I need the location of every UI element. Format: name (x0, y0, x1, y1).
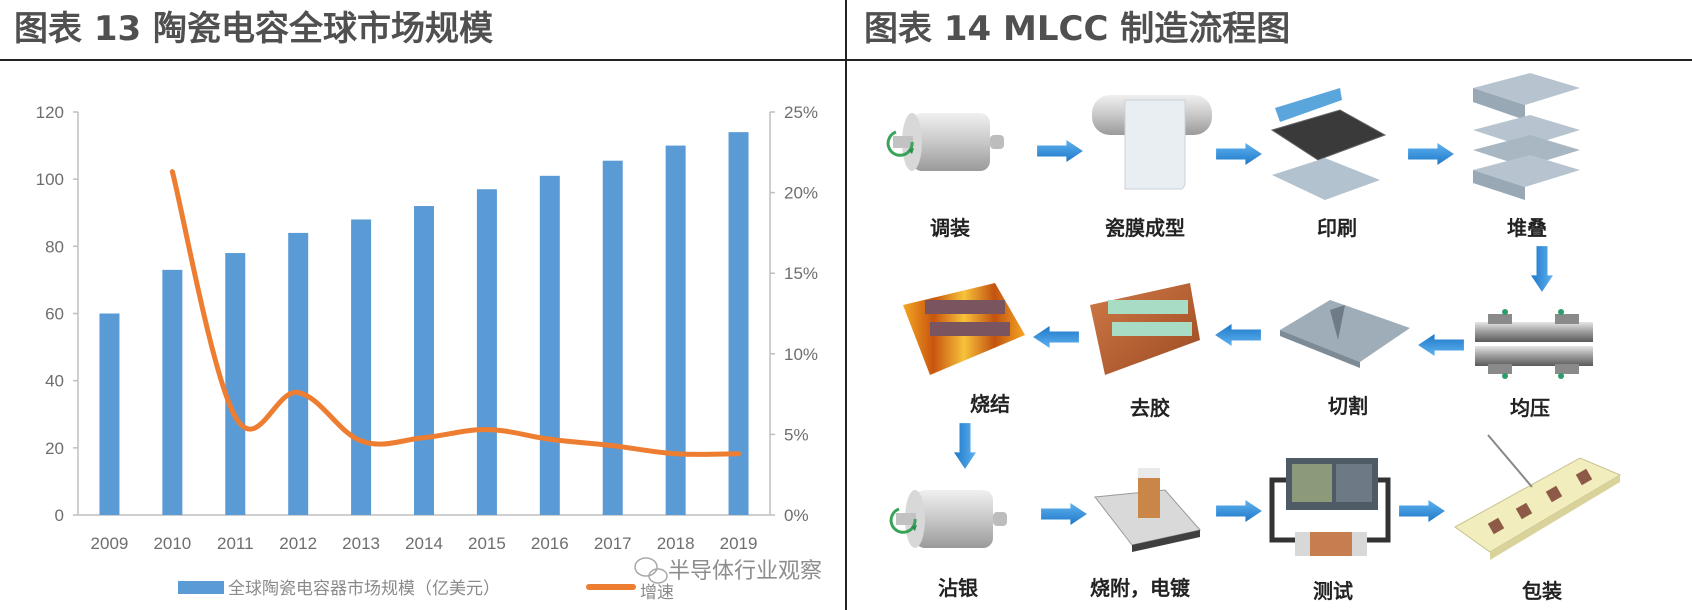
x-tick-label: 2018 (657, 534, 695, 553)
left-tick-label: 80 (45, 237, 64, 256)
bar (728, 132, 749, 515)
legend-line-label: 增速 (640, 583, 674, 603)
step-label: 烧附，电镀 (1090, 576, 1190, 600)
arrow-right-icon (1216, 143, 1262, 165)
market-size-chart: 0 20 40 60 80 100 120 0% 5% 10% 15% 20% 25% 2009 2010… (36, 103, 822, 603)
step-icon-debinding (1090, 283, 1200, 375)
right-tick-label: 25% (784, 103, 818, 122)
step-label: 切割 (1328, 394, 1368, 418)
chart-title: 图表 13 陶瓷电容全球市场规模 (14, 9, 493, 49)
step-label: 印刷 (1317, 216, 1357, 240)
wechat-icon (634, 557, 668, 584)
watermark-text: 半导体行业观察 (668, 559, 822, 584)
arrow-right-icon (1037, 140, 1083, 162)
bar (539, 175, 560, 515)
left-tick-label: 0 (55, 506, 64, 525)
step-label: 测试 (1313, 579, 1353, 603)
right-tick-label: 15% (784, 264, 818, 283)
arrow-right-icon (1408, 143, 1454, 165)
step-icon-printing (1270, 88, 1387, 200)
bar (99, 313, 120, 515)
bar (162, 269, 183, 515)
chart-legend: 全球陶瓷电容器市场规模（亿美元） 增速 (178, 579, 674, 603)
bar (476, 189, 497, 515)
step-label: 均压 (1510, 396, 1550, 420)
bar (288, 232, 309, 515)
watermark: 半导体行业观察 (634, 557, 822, 584)
x-tick-label: 2009 (91, 534, 129, 553)
bar-series (99, 132, 749, 516)
legend-line-swatch (586, 584, 636, 590)
step-icon-testing (1269, 458, 1391, 556)
arrow-left-icon (1033, 326, 1079, 348)
step-icon-plating (1094, 468, 1201, 552)
arrow-left-icon (1418, 334, 1464, 356)
step-icon-silver-dipping (889, 490, 1007, 548)
right-tick-label: 5% (784, 425, 809, 444)
step-icon-mixing (886, 113, 1004, 171)
right-tick-label: 0% (784, 506, 809, 525)
bar (665, 145, 686, 516)
left-tick-label: 60 (45, 305, 64, 324)
left-tick-label: 40 (45, 372, 64, 391)
x-axis-labels: 2009 2010 2011 2012 2013 2014 2015 2016 2017 2018… (91, 534, 758, 553)
arrow-left-icon (1215, 324, 1261, 346)
arrow-right-icon (1041, 503, 1087, 525)
x-tick-label: 2014 (405, 534, 443, 553)
step-label: 瓷膜成型 (1105, 216, 1185, 240)
step-icon-cutting (1280, 300, 1410, 368)
x-tick-label: 2013 (342, 534, 380, 553)
panel-divider-vertical (845, 0, 847, 610)
step-label: 烧结 (970, 392, 1010, 416)
step-icon-stacking (1473, 73, 1580, 200)
step-icon-sintering (903, 283, 1025, 375)
x-tick-label: 2010 (153, 534, 191, 553)
step-label: 沾银 (938, 576, 978, 600)
step-icon-packaging (1454, 434, 1622, 560)
flowchart-title: 图表 14 MLCC 制造流程图 (864, 9, 1291, 49)
left-tick-label: 20 (45, 439, 64, 458)
x-tick-label: 2012 (279, 534, 317, 553)
growth-line (169, 169, 742, 457)
arrow-down-icon (1531, 246, 1553, 292)
bar (225, 253, 246, 516)
left-tick-label: 120 (36, 103, 64, 122)
right-tick-label: 10% (784, 345, 818, 364)
x-tick-label: 2015 (468, 534, 506, 553)
legend-bar-label: 全球陶瓷电容器市场规模（亿美元） (228, 579, 500, 599)
step-label: 去胶 (1130, 396, 1170, 420)
x-tick-label: 2016 (531, 534, 569, 553)
step-icon-pressing (1475, 309, 1593, 379)
x-tick-label: 2019 (720, 534, 758, 553)
arrow-down-icon (954, 423, 976, 469)
right-tick-label: 20% (784, 184, 818, 203)
step-label: 包装 (1522, 579, 1562, 603)
x-tick-label: 2011 (217, 534, 254, 553)
chart-axes: 0 20 40 60 80 100 120 0% 5% 10% 15% 20% 25% (36, 103, 818, 525)
step-icon-tape-casting (1092, 95, 1212, 190)
bar (602, 160, 623, 515)
legend-bar-swatch (178, 581, 224, 594)
step-label: 堆叠 (1507, 216, 1547, 240)
step-label: 调装 (930, 216, 970, 240)
arrow-right-icon (1216, 500, 1262, 522)
arrow-right-icon (1399, 500, 1445, 522)
left-tick-label: 100 (36, 170, 64, 189)
x-tick-label: 2017 (594, 534, 632, 553)
panel-divider-horizontal (0, 59, 1692, 61)
